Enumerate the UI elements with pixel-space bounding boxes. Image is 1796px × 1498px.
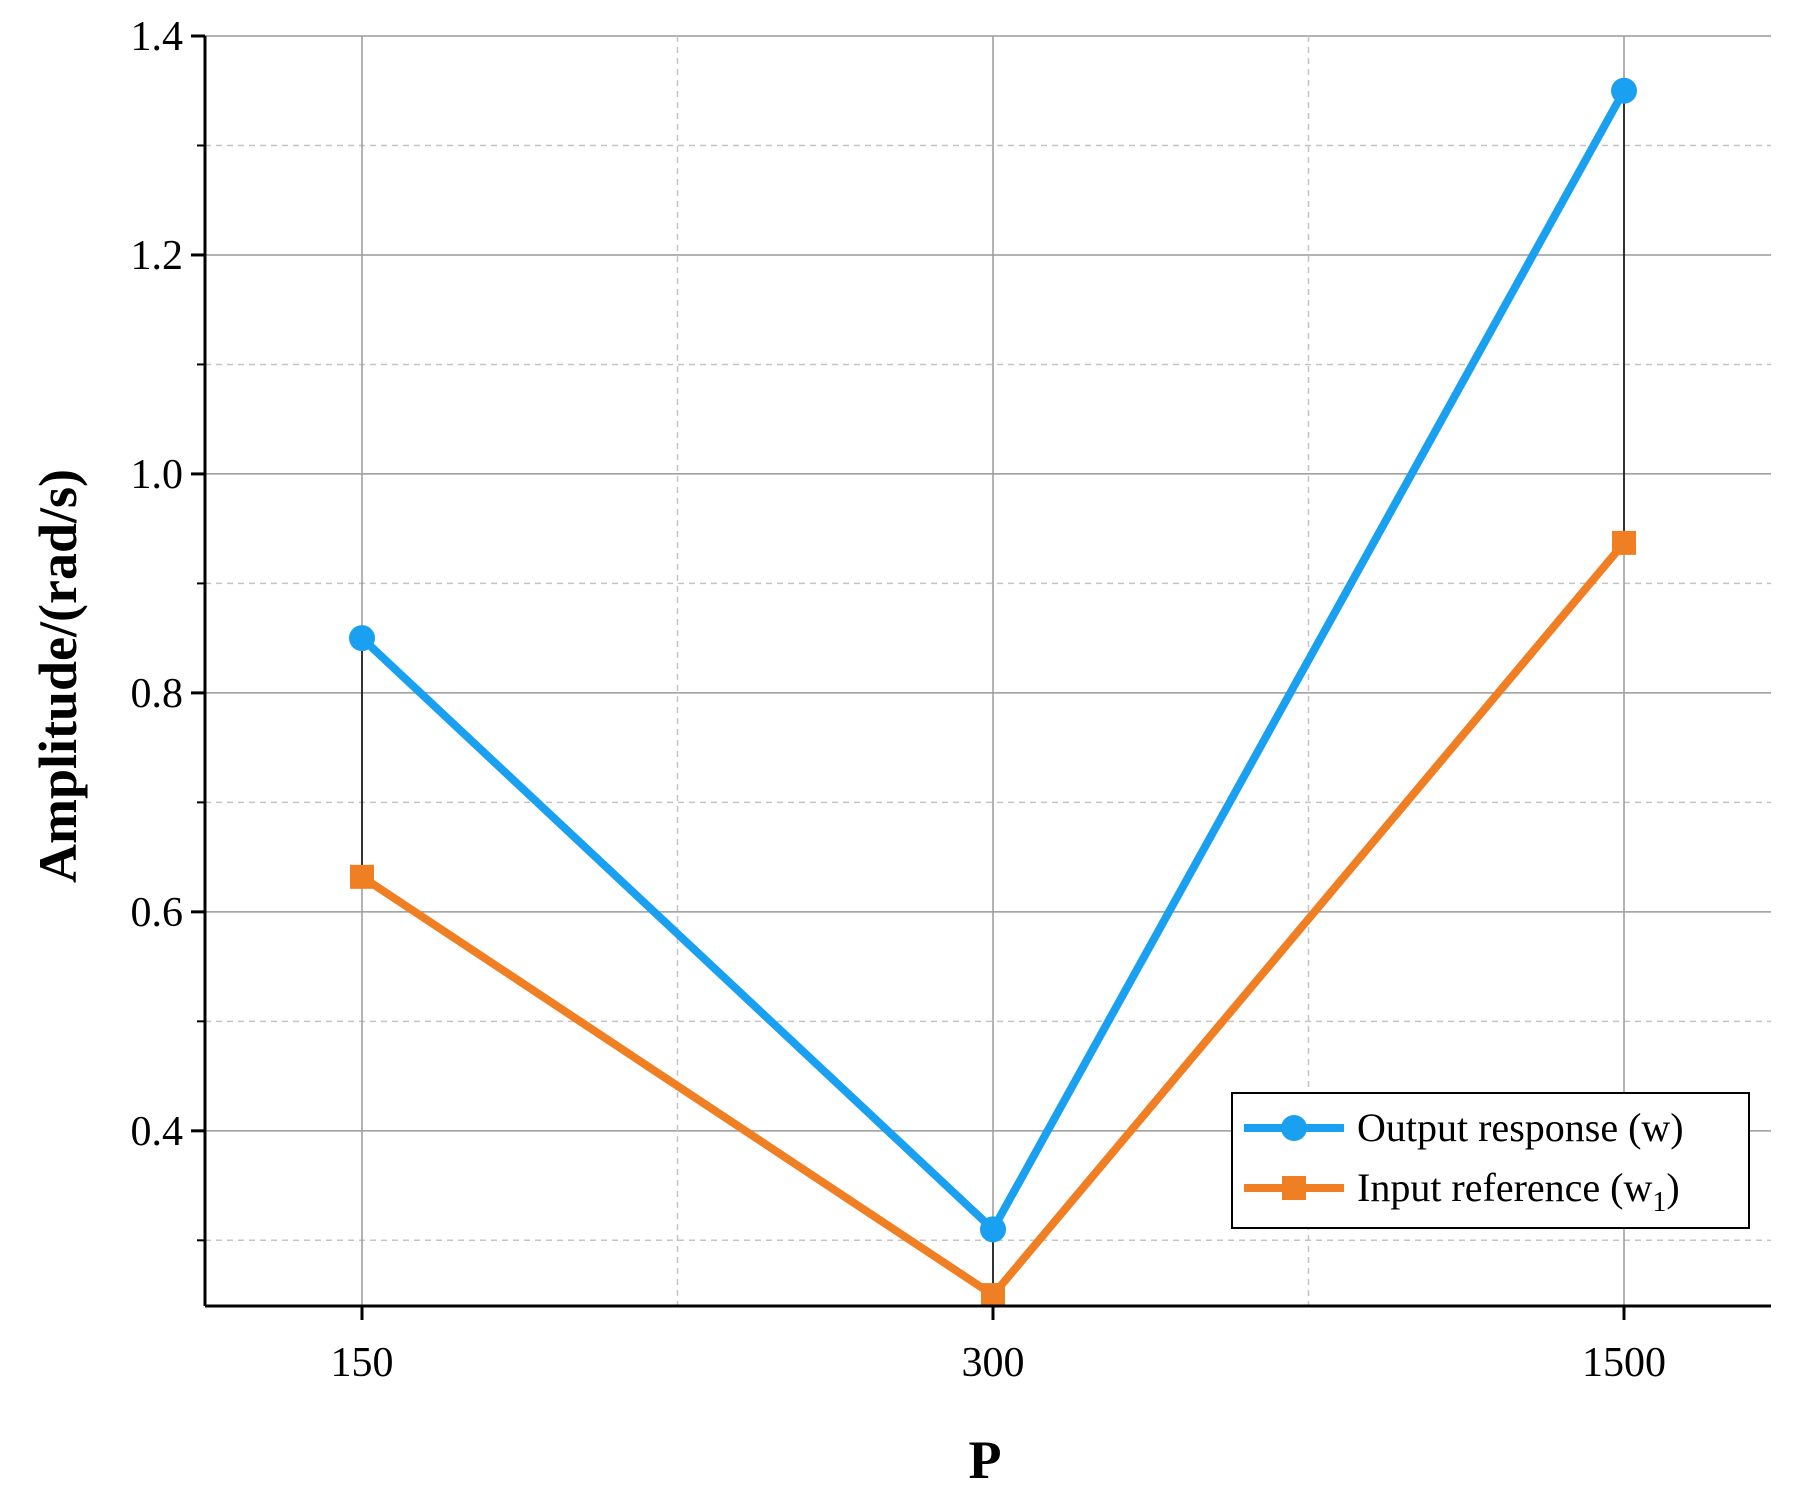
y-tick-label: 1.0 [131,452,184,498]
legend-marker-0 [1281,1115,1307,1141]
x-axis-title: P [969,1430,1002,1490]
series-0-point [980,1216,1006,1243]
axes: 0.4 0.6 0.8 1.0 1.2 1.4 150 300 1500 P Amplitude/(… [28,14,1771,1490]
x-tick-label: 150 [331,1340,394,1386]
legend: Output response (w) Input reference (w1) [1231,1092,1750,1229]
y-tick-label: 1.2 [131,233,184,279]
series-1-point [350,864,374,889]
legend-box [1231,1092,1750,1229]
y-tick-label: 0.8 [131,671,184,717]
series-0-point [349,625,375,652]
series-1-point [981,1283,1005,1308]
x-tick-label: 300 [962,1340,1025,1386]
legend-marker-1 [1282,1176,1306,1200]
y-tick-label: 0.4 [131,1109,184,1155]
x-tick-label: 1500 [1582,1340,1666,1386]
series-1-point [1612,530,1636,555]
series-0-point [1611,77,1637,104]
y-axis-title: Amplitude/(rad/s) [28,469,88,883]
series-layer [349,77,1637,1308]
legend-label-0: Output response (w) [1357,1105,1684,1150]
y-tick-label: 1.4 [131,14,184,60]
y-tick-label: 0.6 [131,890,184,936]
legend-label-1: Input reference (w1) [1357,1165,1680,1218]
